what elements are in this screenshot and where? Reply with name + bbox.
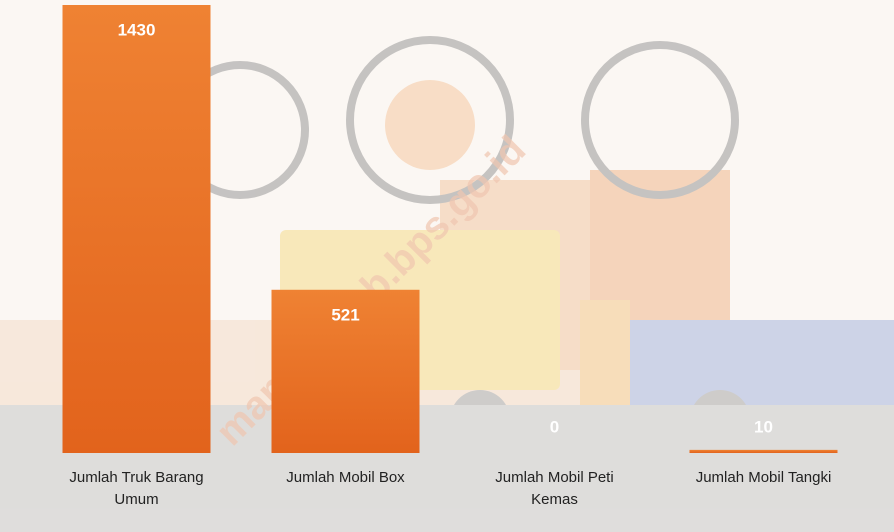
value-label: 1430 — [118, 20, 156, 39]
x-tick-label: Jumlah Truk Barang Umum — [69, 469, 204, 508]
value-label: 10 — [754, 417, 773, 436]
x-tick-label: Jumlah Mobil Tangki — [695, 469, 832, 486]
bar — [62, 5, 211, 453]
bar — [689, 449, 838, 453]
value-label: 0 — [550, 417, 559, 436]
value-label: 521 — [331, 305, 359, 324]
x-tick-label: Jumlah Mobil Box — [286, 469, 405, 486]
bar — [271, 289, 420, 453]
x-tick-label: Jumlah Mobil Peti Kemas — [495, 469, 614, 508]
